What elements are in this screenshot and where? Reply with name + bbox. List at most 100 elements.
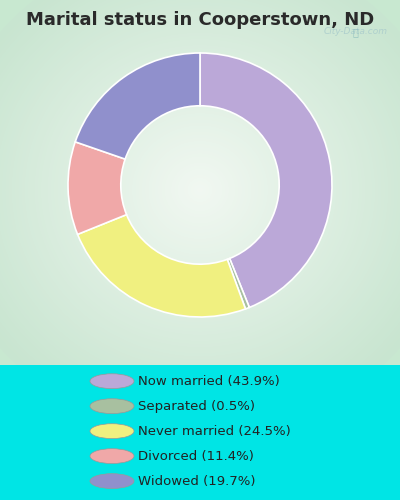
Ellipse shape bbox=[99, 89, 301, 291]
Ellipse shape bbox=[70, 60, 330, 320]
Ellipse shape bbox=[0, 0, 400, 416]
Ellipse shape bbox=[0, 0, 400, 427]
Ellipse shape bbox=[194, 184, 206, 196]
Ellipse shape bbox=[8, 0, 392, 382]
Ellipse shape bbox=[0, 0, 400, 403]
Ellipse shape bbox=[50, 40, 350, 340]
Circle shape bbox=[90, 474, 134, 488]
Ellipse shape bbox=[57, 54, 343, 326]
Ellipse shape bbox=[96, 91, 304, 289]
Ellipse shape bbox=[112, 102, 288, 278]
Ellipse shape bbox=[34, 32, 366, 347]
Ellipse shape bbox=[67, 56, 333, 324]
Circle shape bbox=[90, 374, 134, 388]
Ellipse shape bbox=[15, 14, 385, 366]
Ellipse shape bbox=[168, 159, 232, 221]
Ellipse shape bbox=[83, 79, 317, 301]
Ellipse shape bbox=[128, 122, 272, 258]
Ellipse shape bbox=[0, 0, 400, 437]
Ellipse shape bbox=[171, 161, 229, 219]
Ellipse shape bbox=[41, 31, 359, 349]
Ellipse shape bbox=[138, 128, 262, 252]
Ellipse shape bbox=[31, 21, 369, 359]
Text: City-Data.com: City-Data.com bbox=[324, 27, 388, 36]
Ellipse shape bbox=[164, 156, 236, 224]
Ellipse shape bbox=[0, 0, 400, 430]
Ellipse shape bbox=[38, 36, 362, 344]
Ellipse shape bbox=[47, 45, 353, 335]
Ellipse shape bbox=[8, 8, 392, 372]
Ellipse shape bbox=[180, 172, 220, 208]
Ellipse shape bbox=[0, 0, 400, 437]
Ellipse shape bbox=[24, 14, 376, 366]
Ellipse shape bbox=[0, 0, 400, 434]
FancyBboxPatch shape bbox=[0, 0, 400, 365]
Wedge shape bbox=[200, 53, 332, 308]
Ellipse shape bbox=[12, 11, 388, 369]
Ellipse shape bbox=[76, 66, 324, 314]
Ellipse shape bbox=[0, 0, 400, 406]
Ellipse shape bbox=[119, 113, 281, 267]
Ellipse shape bbox=[0, 0, 400, 401]
Ellipse shape bbox=[86, 76, 314, 304]
Ellipse shape bbox=[109, 99, 291, 281]
Ellipse shape bbox=[60, 50, 340, 330]
Ellipse shape bbox=[90, 80, 310, 300]
Ellipse shape bbox=[154, 144, 246, 236]
Ellipse shape bbox=[0, 0, 400, 411]
Ellipse shape bbox=[28, 18, 372, 362]
Ellipse shape bbox=[164, 154, 236, 226]
Ellipse shape bbox=[151, 144, 249, 236]
Ellipse shape bbox=[106, 100, 294, 280]
Ellipse shape bbox=[122, 116, 278, 264]
Ellipse shape bbox=[109, 104, 291, 277]
Ellipse shape bbox=[174, 166, 226, 214]
Ellipse shape bbox=[154, 147, 246, 233]
Ellipse shape bbox=[171, 162, 229, 218]
Ellipse shape bbox=[145, 138, 255, 242]
Ellipse shape bbox=[138, 132, 262, 248]
Ellipse shape bbox=[142, 132, 258, 248]
Wedge shape bbox=[68, 142, 126, 234]
Ellipse shape bbox=[184, 174, 216, 206]
Text: Marital status in Cooperstown, ND: Marital status in Cooperstown, ND bbox=[26, 11, 374, 29]
Ellipse shape bbox=[38, 28, 362, 352]
Ellipse shape bbox=[73, 63, 327, 317]
Ellipse shape bbox=[18, 17, 382, 363]
Ellipse shape bbox=[177, 167, 223, 213]
Wedge shape bbox=[78, 214, 246, 317]
Ellipse shape bbox=[99, 94, 301, 286]
Circle shape bbox=[90, 424, 134, 438]
Ellipse shape bbox=[34, 24, 366, 356]
Ellipse shape bbox=[102, 92, 298, 288]
Ellipse shape bbox=[0, 0, 400, 434]
Ellipse shape bbox=[64, 54, 336, 326]
Ellipse shape bbox=[67, 64, 333, 316]
Ellipse shape bbox=[106, 96, 294, 284]
Ellipse shape bbox=[187, 177, 213, 203]
Ellipse shape bbox=[21, 11, 379, 369]
Ellipse shape bbox=[0, 0, 400, 444]
Ellipse shape bbox=[86, 82, 314, 298]
Ellipse shape bbox=[70, 66, 330, 314]
Ellipse shape bbox=[5, 0, 395, 385]
Wedge shape bbox=[227, 258, 249, 309]
Ellipse shape bbox=[0, 0, 400, 390]
Ellipse shape bbox=[0, 0, 400, 450]
Ellipse shape bbox=[12, 2, 388, 378]
Ellipse shape bbox=[80, 70, 320, 310]
Ellipse shape bbox=[96, 86, 304, 294]
Ellipse shape bbox=[44, 34, 356, 346]
Ellipse shape bbox=[145, 134, 255, 245]
Ellipse shape bbox=[148, 138, 252, 242]
Ellipse shape bbox=[125, 119, 275, 261]
Ellipse shape bbox=[194, 184, 206, 196]
Ellipse shape bbox=[15, 4, 385, 375]
Ellipse shape bbox=[50, 48, 350, 332]
Ellipse shape bbox=[0, 0, 400, 384]
Ellipse shape bbox=[0, 0, 400, 424]
Ellipse shape bbox=[0, 0, 400, 395]
Ellipse shape bbox=[0, 0, 400, 431]
Ellipse shape bbox=[28, 26, 372, 353]
Ellipse shape bbox=[0, 0, 400, 428]
